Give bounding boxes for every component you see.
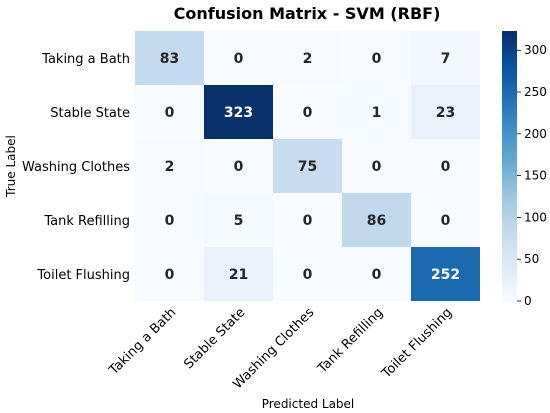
heatmap-cell-value: 5 <box>234 213 244 229</box>
heatmap-cell <box>135 85 204 139</box>
y-axis-tick-labels: Taking a Bath Stable State Washing Clothes… <box>22 52 130 283</box>
heatmap-cell-value: 23 <box>436 105 455 121</box>
heatmap-cell-value: 0 <box>441 159 451 175</box>
x-tick-label: Stable State <box>181 305 248 372</box>
heatmap-cell <box>342 31 411 85</box>
colorbar-tick-label: 150 <box>524 169 547 183</box>
heatmap-cell <box>204 139 273 193</box>
heatmap-cell <box>411 247 480 301</box>
y-axis-label: True Label <box>4 135 18 198</box>
chart-title: Confusion Matrix - SVM (RBF) <box>174 4 441 23</box>
colorbar-tick-label: 250 <box>524 85 547 99</box>
heatmap-cell-value: 2 <box>165 159 175 175</box>
heatmap-cell <box>273 31 342 85</box>
heatmap-cell-value: 86 <box>367 213 386 229</box>
heatmap-cell-value: 0 <box>372 159 382 175</box>
heatmap-cell <box>342 85 411 139</box>
colorbar-tick-label: 100 <box>524 210 547 224</box>
heatmap-cell-value: 75 <box>298 159 317 175</box>
x-tick-label: Taking a Bath <box>106 305 179 378</box>
colorbar-tick-label: 0 <box>524 294 532 308</box>
heatmap-cell-value: 0 <box>234 159 244 175</box>
y-tick-label: Stable State <box>50 106 130 121</box>
y-tick-label: Tank Refilling <box>43 214 130 229</box>
x-tick-label: Toilet Flushing <box>379 305 456 382</box>
heatmap-cell <box>135 31 204 85</box>
y-tick-label: Toilet Flushing <box>36 268 130 283</box>
colorbar-tick-label: 50 <box>524 252 539 266</box>
x-tick-label: Tank Refilling <box>314 305 386 377</box>
heatmap-cell-value: 0 <box>165 213 175 229</box>
heatmap-cell <box>135 247 204 301</box>
heatmap-cell-value: 323 <box>224 105 253 121</box>
heatmap-cell <box>411 31 480 85</box>
heatmap-cell-value: 0 <box>234 51 244 67</box>
heatmap-cells <box>135 31 480 301</box>
heatmap-cell-values: 83 0 2 0 7 0 323 0 1 23 2 0 75 0 0 0 5 0 86 0 0 21 0 0 252 <box>160 51 460 283</box>
colorbar-tick-label: 200 <box>524 127 547 141</box>
heatmap-cell-value: 0 <box>303 213 313 229</box>
heatmap-cell <box>135 139 204 193</box>
colorbar-tick-label: 300 <box>524 43 547 57</box>
heatmap-cell <box>204 247 273 301</box>
heatmap-cell <box>273 139 342 193</box>
heatmap-cell-value: 83 <box>160 51 179 67</box>
colorbar-gradient <box>502 31 517 301</box>
heatmap-cell <box>342 139 411 193</box>
heatmap-cell-value: 1 <box>372 105 382 121</box>
heatmap-cell-value: 0 <box>441 213 451 229</box>
heatmap-cell <box>273 85 342 139</box>
x-axis-label: Predicted Label <box>262 397 355 411</box>
heatmap-cell <box>204 193 273 247</box>
heatmap-cell <box>342 247 411 301</box>
heatmap-cell-value: 7 <box>441 51 451 67</box>
heatmap-cell-value: 2 <box>303 51 313 67</box>
heatmap-cell <box>342 193 411 247</box>
y-tick-label: Taking a Bath <box>41 52 130 67</box>
heatmap-cell <box>273 193 342 247</box>
heatmap-cell <box>411 193 480 247</box>
heatmap-cell <box>135 193 204 247</box>
heatmap-cell-value: 0 <box>372 51 382 67</box>
heatmap-cell <box>204 31 273 85</box>
heatmap-cell <box>411 85 480 139</box>
heatmap-cell-value: 0 <box>165 105 175 121</box>
y-tick-label: Washing Clothes <box>22 160 130 175</box>
heatmap-cell-value: 0 <box>303 105 313 121</box>
colorbar: 0 50 100 150 200 250 300 <box>502 31 547 308</box>
heatmap-cell <box>411 139 480 193</box>
heatmap-cell-value: 252 <box>431 267 460 283</box>
colorbar-ticks: 0 50 100 150 200 250 300 <box>517 43 547 308</box>
heatmap-cell <box>204 85 273 139</box>
heatmap-cell-value: 0 <box>303 267 313 283</box>
heatmap-cell <box>273 247 342 301</box>
heatmap-cell-value: 0 <box>165 267 175 283</box>
heatmap-cell-value: 21 <box>229 267 248 283</box>
heatmap-cell-value: 0 <box>372 267 382 283</box>
